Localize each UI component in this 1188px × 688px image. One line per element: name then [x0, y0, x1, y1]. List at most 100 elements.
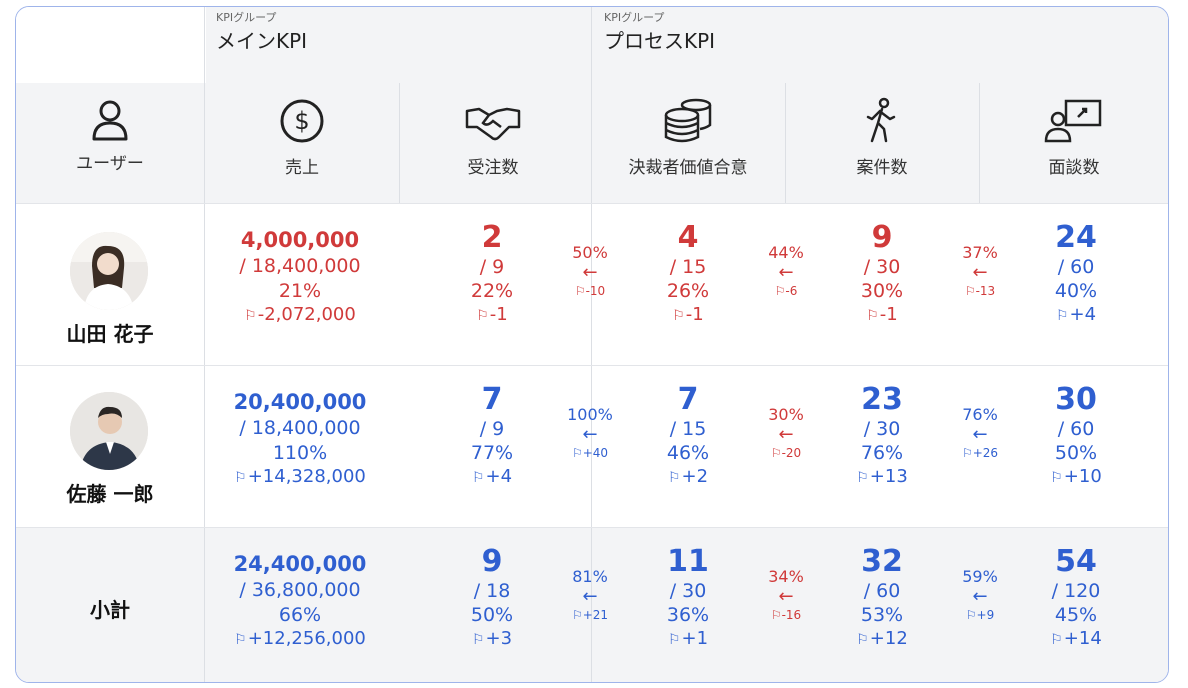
kpi-cell[interactable]: 9/ 30 30% ⚐-1 [822, 221, 942, 326]
arrow-left-icon: ← [778, 262, 794, 283]
column-header-user[interactable]: ユーザー [16, 93, 204, 203]
flag-icon: ⚐ [471, 632, 485, 649]
dollar-icon: $ [280, 99, 324, 143]
conversion-diff: ⚐-10 [574, 283, 606, 298]
kpi-cell[interactable]: 9/ 18 50% ⚐+3 [432, 545, 552, 650]
corner-cell [16, 7, 206, 83]
kpi-cell[interactable]: 2/ 9 22% ⚐-1 [432, 221, 552, 326]
kpi-group-title: プロセスKPI [604, 29, 716, 53]
kpi-target: / 18,400,000 [239, 255, 361, 278]
conversion-diff: ⚐-16 [770, 607, 802, 622]
flag-icon: ⚐ [961, 445, 973, 460]
kpi-group-title: メインKPI [216, 29, 308, 53]
flag-icon: ⚐ [1050, 632, 1063, 649]
kpi-diff: ⚐-1 [866, 304, 898, 326]
conversion-pct: 59% [962, 567, 998, 586]
arrow-left-icon: ← [582, 262, 598, 283]
conversion-pct: 100% [567, 405, 613, 424]
arrow-left-icon: ← [778, 424, 794, 445]
conversion-rate: 50% ← ⚐-10 [555, 243, 625, 298]
kpi-cell[interactable]: 54/ 120 45% ⚐+14 [1016, 545, 1136, 650]
flag-icon: ⚐ [667, 632, 681, 649]
kpi-actual: 20,400,000 [233, 390, 367, 414]
kpi-actual: 4,000,000 [240, 228, 360, 252]
user-cell[interactable]: 佐藤 一郎 [16, 366, 204, 527]
column-header-orders[interactable]: 受注数 [400, 93, 586, 203]
kpi-target: / 30 [863, 255, 901, 278]
column-header-label: 受注数 [467, 158, 519, 178]
kpi-actual: 24,400,000 [233, 552, 367, 576]
kpi-target: / 30 [669, 579, 707, 602]
kpi-target: / 60 [1057, 255, 1095, 278]
revenue-cell[interactable]: 20,400,000 / 18,400,000 110% ⚐+14,328,000 [205, 389, 395, 488]
kpi-cell[interactable]: 30/ 60 50% ⚐+10 [1016, 383, 1136, 488]
kpi-cell[interactable]: 32/ 60 53% ⚐+12 [822, 545, 942, 650]
user-cell[interactable]: 山田 花子 [16, 204, 204, 365]
column-header-meetings[interactable]: 面談数 [980, 93, 1168, 203]
column-header-decision-agreement[interactable]: 決裁者価値合意 [592, 93, 784, 203]
subtotal-label: 小計 [90, 598, 130, 622]
flag-icon: ⚐ [667, 470, 681, 487]
conversion-pct: 50% [572, 243, 608, 262]
handshake-icon [465, 107, 521, 141]
kpi-achievement: 40% [1054, 279, 1098, 302]
kpi-target: / 15 [669, 255, 707, 278]
column-header-label: 案件数 [856, 158, 908, 178]
kpi-actual: 2 [481, 220, 503, 255]
conversion-diff: ⚐-20 [770, 445, 802, 460]
kpi-cell[interactable]: 24/ 60 40% ⚐+4 [1016, 221, 1136, 326]
kpi-cell[interactable]: 7/ 15 46% ⚐+2 [628, 383, 748, 488]
avatar [70, 392, 148, 470]
kpi-cell[interactable]: 7/ 9 77% ⚐+4 [432, 383, 552, 488]
kpi-diff: ⚐+14 [1050, 628, 1102, 650]
kpi-table-card: KPIグループ メインKPI KPIグループ プロセスKPI ユーザー $ 売上… [15, 6, 1169, 683]
arrow-left-icon: ← [972, 262, 988, 283]
flag-icon: ⚐ [774, 283, 786, 298]
column-header-revenue[interactable]: $ 売上 [206, 93, 398, 203]
revenue-cell[interactable]: 24,400,000 / 36,800,000 66% ⚐+12,256,000 [205, 551, 395, 650]
kpi-diff: ⚐+12 [856, 628, 908, 650]
kpi-achievement: 26% [666, 279, 710, 302]
kpi-achievement: 36% [666, 603, 710, 626]
kpi-cell[interactable]: 11/ 30 36% ⚐+1 [628, 545, 748, 650]
kpi-group-process: KPIグループ プロセスKPI [604, 9, 715, 54]
flag-icon: ⚐ [244, 307, 257, 324]
kpi-target: / 18,400,000 [239, 417, 361, 440]
conversion-rate: 34% ← ⚐-16 [751, 567, 821, 622]
conversion-pct: 81% [572, 567, 608, 586]
coins-icon [664, 98, 712, 143]
kpi-diff: ⚐-2,072,000 [244, 303, 356, 325]
revenue-cell[interactable]: 4,000,000 / 18,400,000 21% ⚐-2,072,000 [205, 227, 395, 326]
kpi-actual: 32 [861, 544, 903, 579]
kpi-cell[interactable]: 23/ 30 76% ⚐+13 [822, 383, 942, 488]
kpi-diff: ⚐+2 [667, 466, 709, 488]
column-header-deals[interactable]: 案件数 [786, 93, 978, 203]
flag-icon: ⚐ [476, 308, 489, 325]
kpi-group-main: KPIグループ メインKPI [216, 9, 307, 54]
avatar [70, 232, 148, 310]
conversion-diff: ⚐+9 [965, 607, 995, 622]
kpi-achievement: 66% [278, 603, 322, 626]
kpi-achievement: 53% [860, 603, 904, 626]
kpi-cell[interactable]: 4/ 15 26% ⚐-1 [628, 221, 748, 326]
kpi-achievement: 77% [470, 441, 514, 464]
kpi-actual: 11 [667, 544, 709, 579]
conversion-rate: 44% ← ⚐-6 [751, 243, 821, 298]
kpi-diff: ⚐-1 [476, 304, 508, 326]
flag-icon: ⚐ [1055, 308, 1069, 325]
arrow-left-icon: ← [972, 586, 988, 607]
conversion-pct: 37% [962, 243, 998, 262]
kpi-target: / 15 [669, 417, 707, 440]
kpi-actual: 24 [1055, 220, 1097, 255]
kpi-actual: 30 [1055, 382, 1097, 417]
arrow-left-icon: ← [972, 424, 988, 445]
conversion-diff: ⚐-13 [964, 283, 996, 298]
kpi-actual: 4 [677, 220, 699, 255]
kpi-actual: 54 [1055, 544, 1097, 579]
conversion-pct: 30% [768, 405, 804, 424]
kpi-target: / 30 [863, 417, 901, 440]
kpi-diff: ⚐-1 [672, 304, 704, 326]
flag-icon: ⚐ [471, 470, 485, 487]
conversion-pct: 34% [768, 567, 804, 586]
kpi-achievement: 110% [272, 441, 328, 464]
